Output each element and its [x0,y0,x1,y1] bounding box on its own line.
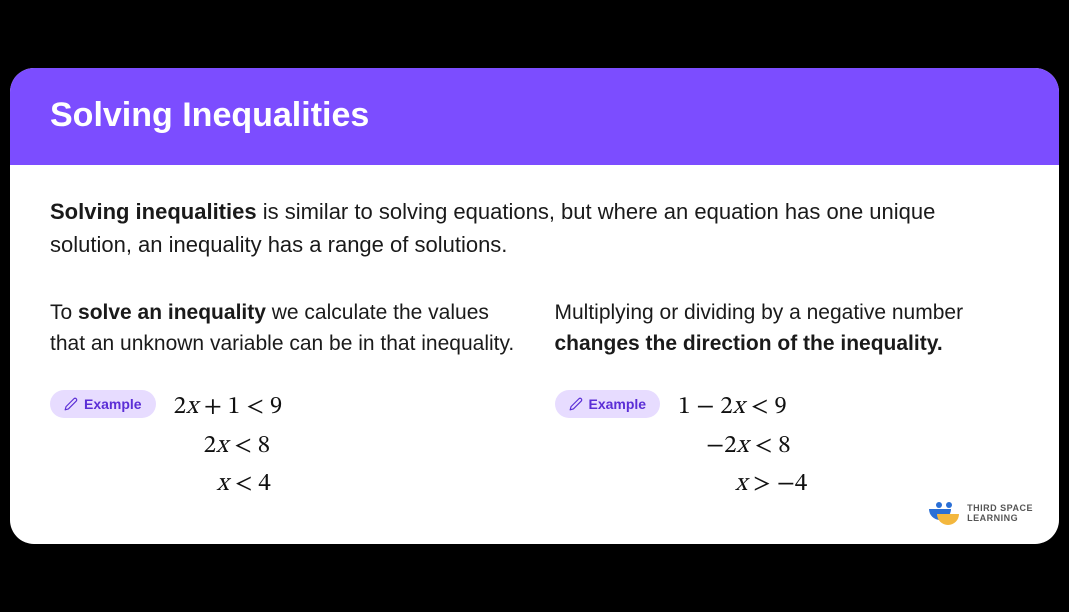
left-column: To solve an inequality we calculate the … [50,297,515,504]
left-example: Example 2x + 1 < 92x < 8x < 4 [50,388,515,504]
badge-label: Example [589,396,647,412]
left-pre: To [50,301,78,324]
example-badge: Example [50,390,156,418]
right-example: Example 1 − 2x < 9−2x < 8x > −4 [555,388,1020,504]
intro-paragraph: Solving inequalities is similar to solvi… [50,195,1019,261]
pencil-icon [64,397,78,411]
right-bold: changes the direction of the inequality. [555,332,943,355]
brand-logo: THIRD SPACE LEARNING [929,502,1033,526]
example-badge: Example [555,390,661,418]
right-column: Multiplying or dividing by a negative nu… [555,297,1020,504]
left-text: To solve an inequality we calculate the … [50,297,515,360]
left-bold: solve an inequality [78,301,266,324]
badge-label: Example [84,396,142,412]
left-math: 2x + 1 < 92x < 8x < 4 [174,388,283,504]
logo-mark-icon [929,502,959,526]
logo-line2: LEARNING [967,514,1033,524]
card-header: Solving Inequalities [10,68,1059,165]
pencil-icon [569,397,583,411]
right-pre: Multiplying or dividing by a negative nu… [555,301,964,324]
right-text: Multiplying or dividing by a negative nu… [555,297,1020,360]
columns: To solve an inequality we calculate the … [50,297,1019,504]
page-title: Solving Inequalities [50,96,1019,135]
card-content: Solving inequalities is similar to solvi… [10,165,1059,544]
intro-bold: Solving inequalities [50,199,257,224]
lesson-card: Solving Inequalities Solving inequalitie… [10,68,1059,544]
logo-text: THIRD SPACE LEARNING [967,504,1033,524]
right-math: 1 − 2x < 9−2x < 8x > −4 [678,388,807,504]
